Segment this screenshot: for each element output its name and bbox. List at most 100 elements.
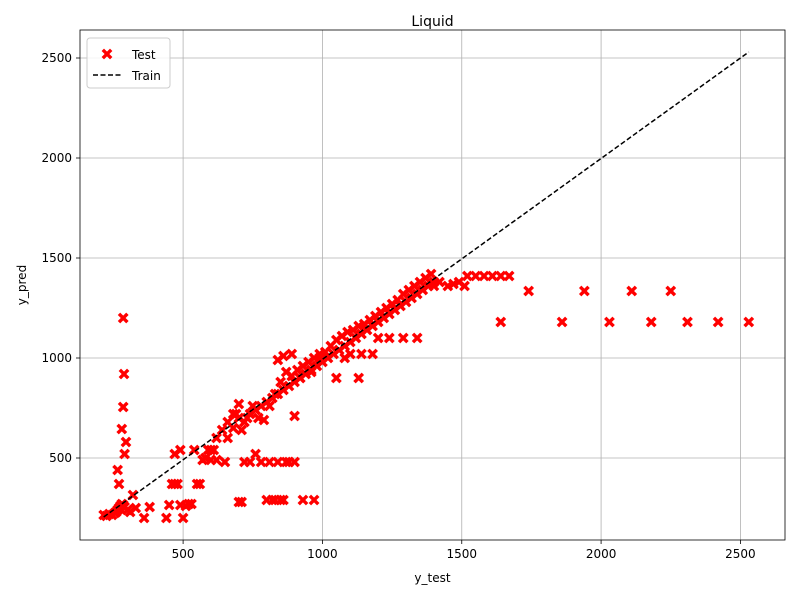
train-line-group <box>103 51 750 518</box>
test-point <box>172 478 183 490</box>
test-point <box>208 444 220 456</box>
test-point <box>177 512 189 524</box>
test-point <box>183 498 195 510</box>
legend-box <box>86 37 171 89</box>
test-point <box>144 501 156 513</box>
test-point <box>743 316 755 328</box>
test-point <box>461 270 473 282</box>
test-point <box>258 414 270 426</box>
test-point <box>280 456 292 468</box>
test-point <box>459 280 470 292</box>
test-point <box>186 498 197 510</box>
test-point <box>523 285 535 297</box>
test-point <box>236 496 248 508</box>
x-tick-label: 500 <box>172 547 195 561</box>
test-point <box>297 494 309 506</box>
x-tick-label: 2500 <box>725 547 756 561</box>
test-point <box>478 270 490 282</box>
test-point <box>556 316 568 328</box>
test-point <box>344 348 356 360</box>
test-point <box>188 444 200 456</box>
test-point <box>233 496 245 508</box>
test-point <box>174 444 186 456</box>
test-point <box>383 332 395 344</box>
test-point <box>120 436 132 448</box>
test-point <box>119 448 130 460</box>
test-point <box>247 400 259 412</box>
x-tick-label: 1500 <box>446 547 477 561</box>
legend-train-label: Train <box>131 69 161 83</box>
test-point <box>411 332 423 344</box>
test-point <box>578 285 590 297</box>
x-tick-label: 2000 <box>586 547 617 561</box>
test-point <box>222 432 234 444</box>
test-point <box>211 454 222 466</box>
test-point <box>314 348 326 360</box>
test-point <box>118 368 130 380</box>
test-point <box>112 464 124 476</box>
plot-frame <box>79 29 786 541</box>
y-axis-label: y_pred <box>15 265 29 305</box>
test-point <box>286 348 298 360</box>
axis-ticks: 500 1000 1500 2000 2500 500 1000 1500 2000 2500 <box>41 51 755 561</box>
test-point <box>205 444 217 456</box>
test-point <box>367 348 378 360</box>
test-point <box>194 478 206 490</box>
test-point <box>264 400 275 412</box>
test-point <box>712 316 724 328</box>
test-point <box>372 332 384 344</box>
test-point <box>250 448 261 460</box>
test-point <box>117 401 129 413</box>
test-point <box>305 366 317 378</box>
y-tick-label: 1500 <box>41 251 72 265</box>
test-point <box>353 372 365 384</box>
test-point <box>289 456 300 468</box>
train-line <box>103 51 750 518</box>
test-point <box>244 456 256 468</box>
test-point <box>138 512 150 524</box>
x-axis-label: y_test <box>414 571 450 585</box>
test-point <box>330 372 342 384</box>
test-point <box>495 270 507 282</box>
test-point <box>113 478 125 490</box>
chart-title: Liquid <box>411 14 453 30</box>
test-point <box>604 316 615 328</box>
test-point <box>236 424 248 436</box>
x-tick-label: 1000 <box>307 547 338 561</box>
test-point <box>682 316 693 328</box>
test-point <box>397 332 409 344</box>
test-point <box>626 285 638 297</box>
legend-test-marker <box>101 48 113 60</box>
test-point <box>160 512 172 524</box>
test-point <box>278 350 289 362</box>
test-point <box>278 494 289 506</box>
test-point <box>665 285 677 297</box>
test-point <box>495 316 507 328</box>
legend-test-label: Test <box>131 48 156 62</box>
test-point <box>130 502 142 514</box>
test-point <box>470 270 482 282</box>
y-tick-label: 2500 <box>41 51 72 65</box>
test-point <box>211 432 222 444</box>
test-point <box>434 276 445 288</box>
test-point <box>117 312 129 324</box>
test-point <box>294 372 306 384</box>
legend-test-x <box>101 48 113 60</box>
test-point <box>191 478 203 490</box>
test-point <box>645 316 657 328</box>
y-tick-label: 2000 <box>41 151 72 165</box>
test-point <box>169 478 181 490</box>
test-point <box>425 268 437 280</box>
test-point <box>272 456 284 468</box>
test-point <box>308 494 320 506</box>
legend: Test Train <box>86 37 171 89</box>
test-point <box>289 410 300 422</box>
test-point <box>264 456 275 468</box>
test-point <box>233 398 245 410</box>
test-point <box>487 270 498 282</box>
test-point <box>356 348 367 360</box>
test-point <box>275 376 287 388</box>
y-tick-label: 500 <box>49 451 72 465</box>
test-point <box>116 423 128 435</box>
